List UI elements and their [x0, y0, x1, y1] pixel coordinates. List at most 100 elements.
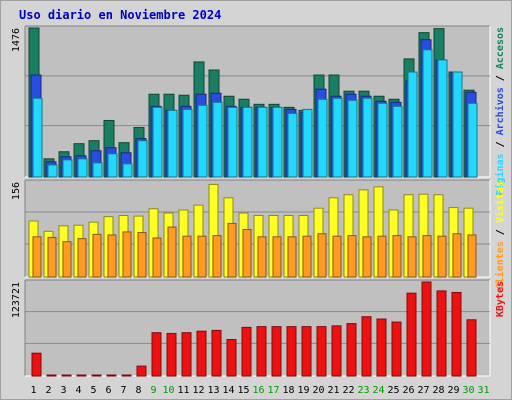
bar-kbytes-day-1: [31, 352, 42, 377]
bar-kbytes-day-23: [361, 316, 372, 377]
x-tick-label-day-16: 16: [252, 385, 264, 396]
bar-kbytes-day-22: [346, 323, 357, 377]
x-tick-label-day-15: 15: [237, 385, 249, 396]
bar-clientes-day-12: [197, 235, 207, 278]
x-tick-label-day-27: 27: [417, 385, 429, 396]
bar-pginas-day-2: [47, 164, 58, 178]
bar-kbytes-day-30: [466, 319, 477, 377]
x-tick-label-day-22: 22: [342, 385, 354, 396]
bar-pginas-day-26: [407, 71, 418, 178]
bar-kbytes-day-8: [136, 365, 147, 377]
panel-kbytes: 123721 KBytes: [11, 279, 506, 377]
legend-item-kbytes: KBytes: [495, 281, 506, 317]
legend-item-pginas: Páginas: [494, 153, 506, 195]
x-tick-label-day-18: 18: [282, 385, 294, 396]
bar-kbytes-day-15: [241, 326, 252, 377]
y-max-label-kbytes: 123721: [11, 282, 22, 318]
bar-pginas-day-5: [92, 162, 103, 178]
bar-kbytes-day-24: [376, 318, 387, 377]
x-tick-label-day-21: 21: [327, 385, 339, 396]
bar-kbytes-day-21: [331, 325, 342, 377]
bar-kbytes-day-26: [406, 292, 417, 377]
bar-clientes-day-10: [167, 226, 177, 278]
bar-kbytes-day-10: [166, 332, 177, 377]
bar-pginas-day-14: [227, 106, 238, 178]
bar-pginas-day-11: [182, 108, 193, 178]
legend-separator: /: [495, 223, 506, 241]
legend-item-clientes: Clientes: [494, 241, 506, 289]
bar-pginas-day-28: [437, 59, 448, 178]
x-tick-label-day-2: 2: [45, 385, 51, 396]
x-tick-label-day-20: 20: [312, 385, 324, 396]
y-max-label-hits: 1476: [11, 28, 22, 52]
bar-clientes-day-20: [317, 233, 327, 278]
bar-clientes-day-13: [212, 235, 222, 278]
bar-pginas-day-23: [362, 97, 373, 178]
legend-item-visitas: Visitas: [494, 181, 506, 223]
x-tick-label-day-26: 26: [402, 385, 414, 396]
bar-clientes-day-7: [122, 231, 132, 278]
bar-pginas-day-20: [317, 98, 328, 178]
bar-clientes-day-17: [272, 236, 282, 278]
bar-pginas-day-1: [32, 97, 43, 178]
bar-pginas-day-4: [77, 158, 88, 178]
x-tick-label-day-24: 24: [372, 385, 384, 396]
x-tick-label-day-5: 5: [90, 385, 96, 396]
bar-clientes-day-15: [242, 229, 252, 278]
bar-kbytes-day-16: [256, 326, 267, 377]
bar-clientes-day-2: [47, 236, 57, 278]
bar-clientes-day-1: [32, 236, 42, 278]
x-tick-label-day-28: 28: [432, 385, 444, 396]
x-tick-label-day-29: 29: [447, 385, 459, 396]
bar-pginas-day-9: [152, 106, 163, 178]
x-tick-label-day-4: 4: [75, 385, 81, 396]
legend-item-archivos: Archivos: [494, 87, 506, 135]
panel-visits: 156 Clientes / Visitas: [11, 179, 506, 289]
bar-kbytes-day-3: [61, 374, 72, 377]
bar-pginas-day-30: [467, 102, 478, 178]
bar-clientes-day-26: [407, 236, 417, 278]
bar-kbytes-day-5: [91, 374, 102, 377]
legend-separator: /: [495, 69, 506, 87]
bar-pginas-day-12: [197, 104, 208, 178]
bar-clientes-day-18: [287, 236, 297, 278]
x-tick-label-day-10: 10: [162, 385, 174, 396]
bar-kbytes-day-28: [436, 290, 447, 377]
bar-pginas-day-13: [212, 101, 223, 178]
bar-pginas-day-6: [107, 153, 118, 178]
bar-pginas-day-27: [422, 49, 433, 178]
bar-pginas-day-29: [452, 71, 463, 178]
bar-clientes-day-19: [302, 235, 312, 278]
x-tick-label-day-11: 11: [177, 385, 189, 396]
x-tick-label-day-13: 13: [207, 385, 219, 396]
bar-pginas-day-22: [347, 99, 358, 178]
bar-clientes-day-16: [257, 236, 267, 278]
x-tick-label-day-14: 14: [222, 385, 234, 396]
bar-kbytes-day-2: [46, 374, 57, 377]
bar-kbytes-day-6: [106, 374, 117, 377]
bar-pginas-day-16: [257, 106, 268, 178]
bar-kbytes-day-29: [451, 291, 462, 377]
bar-pginas-day-19: [302, 108, 313, 178]
x-tick-label-day-25: 25: [387, 385, 399, 396]
legend-separator: /: [495, 135, 506, 153]
bar-clientes-day-30: [467, 234, 477, 278]
bar-clientes-day-6: [107, 234, 117, 278]
x-tick-label-day-19: 19: [297, 385, 309, 396]
bar-kbytes-day-7: [121, 374, 132, 377]
panel-hits: 1476 Páginas / Archivos / Accesos: [11, 25, 506, 196]
x-tick-label-day-30: 30: [462, 385, 474, 396]
bar-clientes-day-4: [77, 238, 87, 278]
x-tick-label-day-9: 9: [150, 385, 156, 396]
chart-title: Uso diario en Noviembre 2024: [19, 8, 221, 22]
bar-kbytes-day-11: [181, 332, 192, 377]
x-tick-label-day-3: 3: [60, 385, 66, 396]
bar-pginas-day-21: [332, 97, 343, 178]
bar-pginas-day-15: [242, 106, 253, 178]
legend-kbytes: KBytes: [495, 281, 506, 317]
bar-kbytes-day-20: [316, 326, 327, 377]
x-tick-label-day-12: 12: [192, 385, 204, 396]
bar-clientes-day-23: [362, 236, 372, 278]
x-tick-label-day-8: 8: [135, 385, 141, 396]
x-tick-label-day-23: 23: [357, 385, 369, 396]
